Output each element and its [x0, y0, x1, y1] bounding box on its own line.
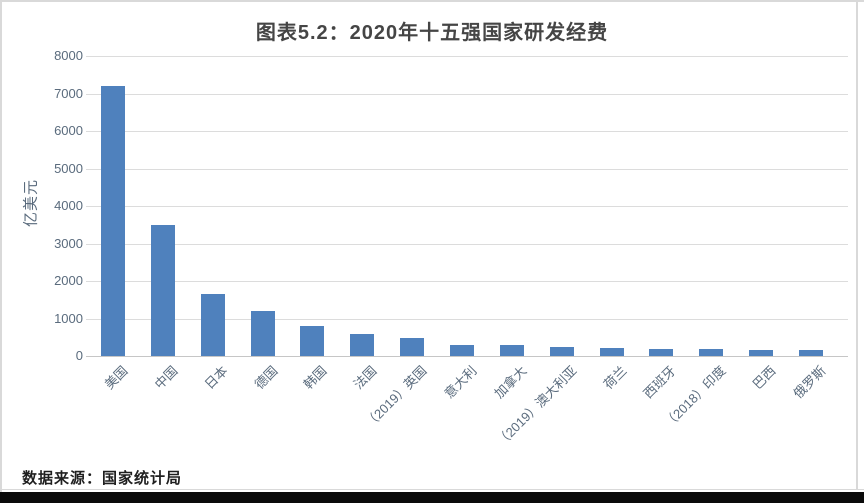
bar-西班牙 [649, 349, 673, 356]
gridline [86, 169, 848, 170]
y-tick-label: 1000 [54, 311, 83, 326]
bar-韩国 [300, 326, 324, 356]
bar-美国 [101, 86, 125, 356]
y-tick-label: 3000 [54, 236, 83, 251]
bar-荷兰 [600, 348, 624, 356]
bar-俄罗斯 [799, 350, 823, 356]
bar-德国 [251, 311, 275, 356]
y-tick-label: 5000 [54, 161, 83, 176]
y-tick-label: 4000 [54, 198, 83, 213]
bar-日本 [201, 294, 225, 356]
chart-title: 图表5.2：2020年十五强国家研发经费 [255, 22, 609, 44]
gridline [86, 319, 848, 320]
gridline [86, 131, 848, 132]
y-tick-label: 7000 [54, 86, 83, 101]
gridline [86, 356, 848, 357]
bar-（2019）澳大利亚 [550, 347, 574, 356]
bar-加拿大 [500, 345, 524, 356]
bar-中国 [151, 225, 175, 356]
gridline [86, 281, 848, 282]
y-tick-label: 2000 [54, 273, 83, 288]
gridline [86, 206, 848, 207]
y-tick-label: 0 [75, 348, 83, 363]
gridline [86, 94, 848, 95]
bar-巴西 [749, 350, 773, 356]
y-tick-label: 8000 [54, 48, 83, 63]
page-border-left [0, 0, 2, 492]
page-border-top [0, 0, 864, 2]
bar-法国 [350, 334, 374, 356]
page-border-bottom-line [0, 489, 864, 490]
source-note: 数据来源：国家统计局 [22, 469, 183, 487]
gridline [86, 244, 848, 245]
page-border-right [856, 0, 858, 490]
bar-意大利 [450, 345, 474, 356]
bar-（2018）印度 [699, 349, 723, 356]
bottom-edge-bar [0, 492, 864, 503]
bar-（2019）英国 [400, 338, 424, 356]
gridline [86, 56, 848, 57]
y-tick-label: 6000 [54, 123, 83, 138]
